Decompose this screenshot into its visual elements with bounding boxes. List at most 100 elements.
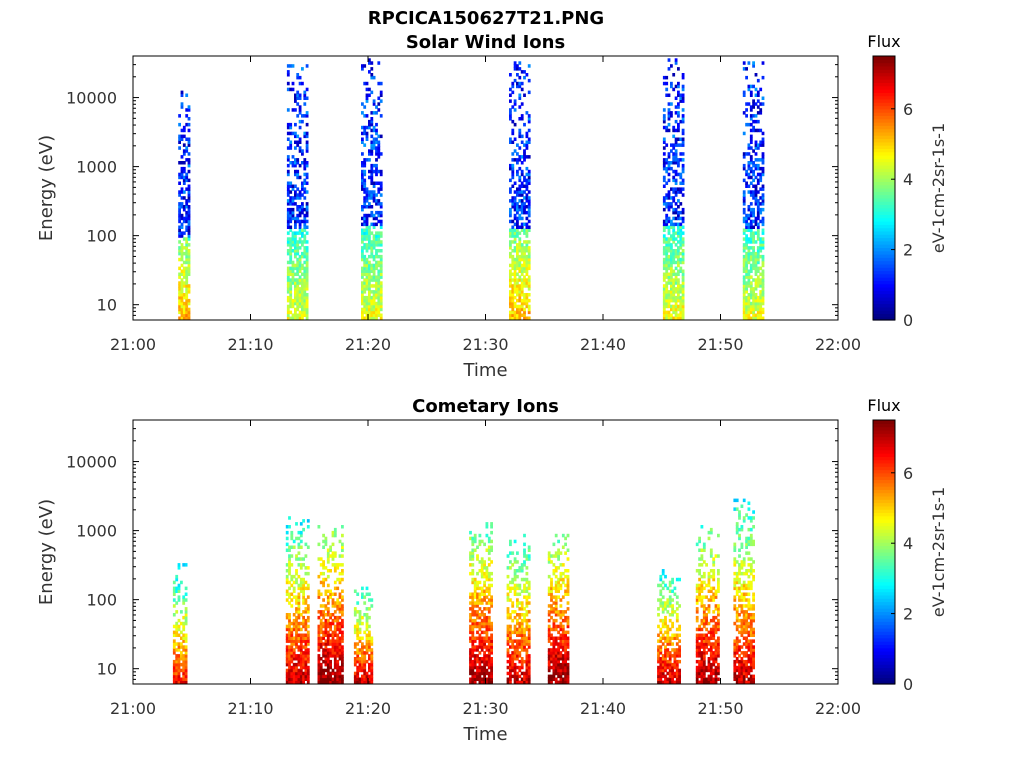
heatmap-cell: [485, 533, 489, 538]
heatmap-cell: [659, 674, 663, 679]
heatmap-cell: [375, 210, 378, 215]
heatmap-cell: [702, 668, 706, 673]
heatmap-cell: [527, 175, 531, 180]
heatmap-cell: [358, 659, 362, 664]
heatmap-cell: [303, 228, 307, 232]
heatmap-cell: [301, 219, 304, 224]
heatmap-cell: [333, 648, 337, 652]
heatmap-cell: [670, 254, 673, 259]
heatmap-cell: [368, 190, 371, 194]
heatmap-cell: [516, 560, 519, 564]
heatmap-cell: [290, 545, 294, 549]
heatmap-cell: [336, 577, 340, 582]
colorbar-step: [873, 283, 895, 288]
heatmap-cell: [714, 651, 718, 655]
colorbar-step: [873, 240, 895, 245]
heatmap-cell: [761, 216, 765, 221]
heatmap-cell: [301, 263, 304, 268]
heatmap-cell: [759, 202, 763, 206]
heatmap-cell: [518, 307, 522, 312]
heatmap-cell: [518, 225, 522, 229]
heatmap-cell: [372, 190, 376, 194]
heatmap-cell: [483, 615, 486, 620]
heatmap-cell: [702, 633, 706, 637]
heatmap-cell: [509, 633, 512, 637]
heatmap-cell: [333, 580, 337, 585]
heatmap-cell: [303, 281, 307, 285]
heatmap-cell: [717, 662, 720, 667]
heatmap-cell: [303, 102, 307, 106]
heatmap-cell: [672, 169, 676, 174]
heatmap-cell: [375, 146, 378, 150]
heatmap-cell: [747, 295, 751, 300]
heatmap-cell: [523, 249, 526, 253]
heatmap-cell: [180, 310, 184, 315]
heatmap-cell: [487, 615, 491, 620]
heatmap-cell: [341, 569, 344, 573]
heatmap-cell: [679, 143, 683, 147]
heatmap-cell: [513, 257, 517, 262]
heatmap-cell: [700, 668, 704, 673]
heatmap-cell: [518, 651, 522, 655]
heatmap-cell: [478, 598, 482, 602]
heatmap-cell: [178, 161, 181, 165]
heatmap-cell: [564, 536, 567, 541]
heatmap-cell: [759, 87, 763, 92]
heatmap-cell: [363, 222, 367, 227]
heatmap-cell: [363, 269, 367, 273]
heatmap-cell: [525, 604, 529, 608]
heatmap-cell: [756, 93, 760, 97]
heatmap-cell: [329, 621, 332, 626]
heatmap-cell: [740, 621, 744, 626]
heatmap-cell: [518, 231, 522, 235]
heatmap-cell: [756, 216, 760, 221]
heatmap-cell: [525, 674, 529, 679]
heatmap-cell: [664, 674, 667, 679]
heatmap-cell: [564, 610, 567, 614]
heatmap-cell: [187, 140, 191, 144]
heatmap-cell: [379, 81, 383, 86]
heatmap-cell: [509, 598, 512, 602]
heatmap-cell: [678, 633, 681, 637]
heatmap-cell: [527, 190, 531, 194]
heatmap-cell: [662, 146, 666, 150]
heatmap-cell: [285, 668, 289, 673]
heatmap-cell: [178, 307, 181, 312]
heatmap-cell: [363, 298, 367, 303]
heatmap-cell: [361, 662, 364, 667]
heatmap-cell: [298, 96, 302, 100]
heatmap-cell: [756, 213, 760, 218]
heatmap-cell: [178, 293, 181, 297]
heatmap-cell: [286, 137, 290, 141]
heatmap-cell: [333, 680, 337, 684]
heatmap-cell: [665, 295, 669, 300]
heatmap-cell: [670, 81, 673, 86]
heatmap-cell: [487, 624, 491, 629]
heatmap-cell: [520, 205, 524, 209]
heatmap-cell: [302, 621, 305, 626]
heatmap-cell: [305, 293, 309, 297]
heatmap-cell: [370, 73, 374, 77]
heatmap-cell: [319, 580, 323, 585]
heatmap-cell: [177, 566, 181, 570]
heatmap-cell: [294, 281, 297, 285]
heatmap-cell: [681, 193, 685, 197]
heatmap-cell: [299, 580, 303, 585]
heatmap-cell: [368, 287, 371, 291]
heatmap-cell: [681, 108, 685, 112]
heatmap-cell: [319, 604, 323, 608]
heatmap-cell: [331, 648, 335, 652]
heatmap-cell: [305, 257, 309, 262]
heatmap-cell: [677, 231, 680, 235]
heatmap-cell: [516, 263, 519, 268]
heatmap-cell: [288, 651, 291, 655]
heatmap-cell: [667, 293, 671, 297]
heatmap-cell: [681, 304, 685, 309]
heatmap-cell: [180, 668, 183, 673]
heatmap-cell: [672, 225, 676, 229]
heatmap-cell: [564, 671, 567, 676]
heatmap-cell: [561, 577, 565, 582]
heatmap-cell: [379, 152, 383, 156]
heatmap-cell: [476, 592, 479, 596]
heatmap-cell: [566, 636, 570, 640]
